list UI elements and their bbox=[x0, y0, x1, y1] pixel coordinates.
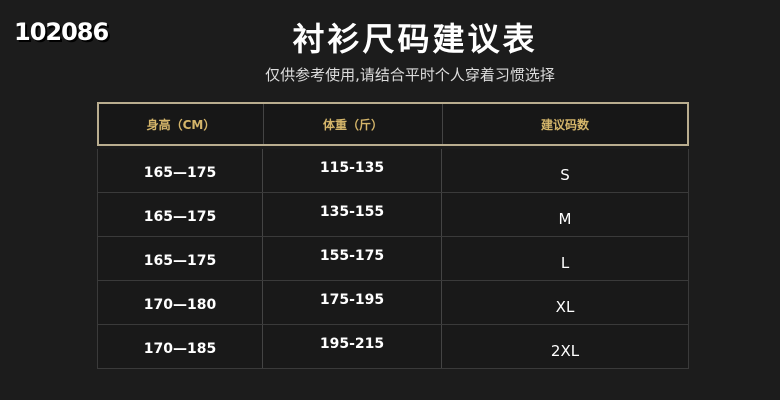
cell-size: 2XL bbox=[550, 341, 580, 360]
cell-size: M bbox=[558, 209, 572, 228]
header-height: 身高（CM） bbox=[99, 104, 264, 144]
page-title: 衬衫尺码建议表 bbox=[292, 20, 538, 58]
table-row: 165—175 135-155 M bbox=[98, 193, 688, 237]
table-row: 170—180 175-195 XL bbox=[98, 281, 688, 325]
table-row: 165—175 115-135 S bbox=[98, 149, 688, 193]
cell-weight: 115-135 bbox=[263, 149, 442, 192]
cell-weight: 175-195 bbox=[263, 281, 442, 324]
table-body: 165—175 115-135 S 165—175 135-155 M 165—175 155… bbox=[97, 149, 689, 369]
cell-size: S bbox=[560, 165, 570, 184]
table-row: 165—175 155-175 L bbox=[98, 237, 688, 281]
subtitle: 仅供参考使用,请结合平时个人穿着习惯选择 bbox=[265, 66, 555, 84]
table-header: 身高（CM） 体重（斤） 建议码数 bbox=[97, 102, 689, 146]
cell-height: 165—175 bbox=[98, 193, 263, 236]
cell-weight: 155-175 bbox=[263, 237, 442, 280]
cell-height: 165—175 bbox=[98, 149, 263, 192]
cell-size: XL bbox=[555, 297, 575, 316]
cell-weight: 135-155 bbox=[263, 193, 442, 236]
watermark: 102086 bbox=[14, 18, 109, 46]
size-table: 身高（CM） 体重（斤） 建议码数 165—175 115-135 S 165—175… bbox=[97, 102, 689, 369]
cell-height: 165—175 bbox=[98, 237, 263, 280]
cell-height: 170—185 bbox=[98, 325, 263, 368]
header-weight: 体重（斤） bbox=[264, 104, 443, 144]
cell-size: L bbox=[560, 253, 570, 272]
cell-height: 170—180 bbox=[98, 281, 263, 324]
cell-weight: 195-215 bbox=[263, 325, 442, 368]
header-size: 建议码数 bbox=[540, 117, 589, 132]
table-row: 170—185 195-215 2XL bbox=[98, 325, 688, 369]
